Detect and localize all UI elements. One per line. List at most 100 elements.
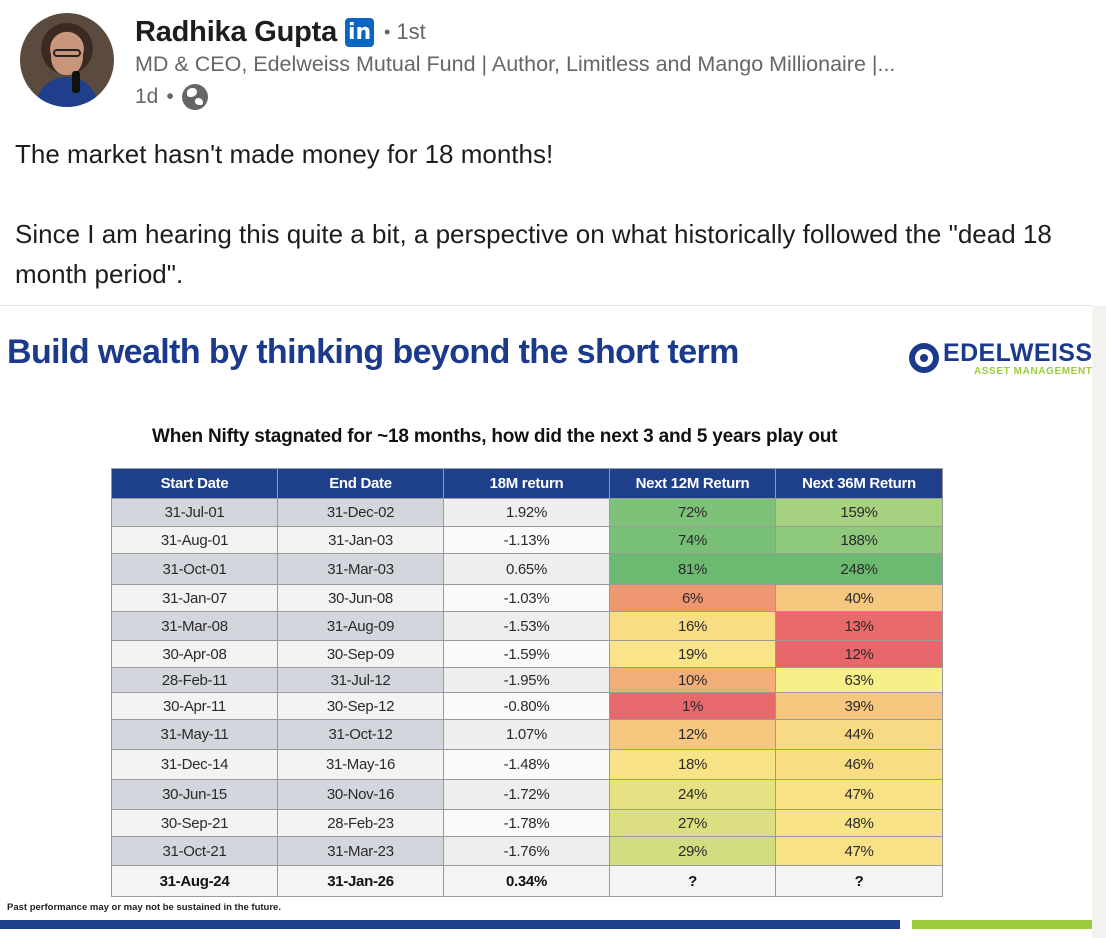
post-time[interactable]: 1d [135,85,159,108]
post-image[interactable]: Build wealth by thinking beyond the shor… [0,305,1106,938]
returns-table: Start Date End Date 18M return Next 12M … [111,468,943,897]
author-name[interactable]: Radhika Gupta [135,15,338,48]
header-start-date: Start Date [111,468,278,499]
next-12m-cell: 27% [609,809,776,837]
separator-dot: • [384,21,391,42]
end-date-cell: 28-Feb-23 [277,809,444,837]
start-date-cell: 30-Sep-21 [111,809,278,837]
footer-bar-green [912,920,1092,929]
post-text-line-2: Since I am hearing this quite a bit, a p… [15,219,1052,289]
author-avatar[interactable] [20,13,114,107]
next-12m-cell: 16% [609,611,776,641]
start-date-cell: 31-Dec-14 [111,749,278,780]
start-date-cell: 30-Apr-08 [111,640,278,668]
slide-title: Build wealth by thinking beyond the shor… [7,333,739,371]
next-12m-cell: 18% [609,749,776,780]
header-next-36m-return: Next 36M Return [775,468,943,499]
table-row: 31-Jan-07 30-Jun-08 -1.03% 6% 40% [111,584,943,612]
next-12m-cell: 24% [609,779,776,810]
next-12m-cell: 81% [609,553,776,585]
table-row: 31-Mar-08 31-Aug-09 -1.53% 16% 13% [111,611,943,641]
table-row: 31-Dec-14 31-May-16 -1.48% 18% 46% [111,749,943,780]
header-18m-return: 18M return [443,468,610,499]
table-row: 31-Oct-21 31-Mar-23 -1.76% 29% 47% [111,836,943,866]
author-line: Radhika Gupta in • 1st [135,14,426,50]
next-36m-cell: 47% [775,779,943,810]
18m-return-cell: -0.80% [443,692,610,720]
18m-return-cell: -1.48% [443,749,610,780]
end-date-cell: 31-Mar-23 [277,836,444,866]
end-date-cell: 31-Mar-03 [277,553,444,585]
end-date-cell: 31-Oct-12 [277,719,444,750]
header-next-12m-return: Next 12M Return [609,468,776,499]
18m-return-cell: -1.72% [443,779,610,810]
next-12m-cell: ? [609,865,776,897]
next-36m-cell: 63% [775,667,943,693]
avatar-mic [72,71,80,93]
table-row: 30-Apr-11 30-Sep-12 -0.80% 1% 39% [111,692,943,720]
table-row: 31-May-11 31-Oct-12 1.07% 12% 44% [111,719,943,750]
end-date-cell: 30-Sep-12 [277,692,444,720]
brand-name: EDELWEISS [943,339,1093,367]
separator-dot: • [166,85,174,108]
18m-return-cell: -1.53% [443,611,610,641]
end-date-cell: 31-Jul-12 [277,667,444,693]
next-36m-cell: 47% [775,836,943,866]
table-row: 31-Jul-01 31-Dec-02 1.92% 72% 159% [111,498,943,527]
next-36m-cell: 46% [775,749,943,780]
footer-bar-blue [0,920,900,929]
end-date-cell: 31-Jan-26 [277,865,444,897]
brand-text: EDELWEISS ASSET MANAGEMENT [943,340,1092,378]
end-date-cell: 31-Dec-02 [277,498,444,527]
next-36m-cell: 159% [775,498,943,527]
edelweiss-logo: EDELWEISS ASSET MANAGEMENT [909,340,1092,378]
table-row: 30-Jun-15 30-Nov-16 -1.72% 24% 47% [111,779,943,810]
18m-return-cell: 1.07% [443,719,610,750]
post-text-line-1: The market hasn't made money for 18 mont… [15,139,554,169]
18m-return-cell: -1.13% [443,526,610,554]
start-date-cell: 31-Mar-08 [111,611,278,641]
post-text: The market hasn't made money for 18 mont… [15,134,1085,294]
next-12m-cell: 1% [609,692,776,720]
end-date-cell: 30-Jun-08 [277,584,444,612]
author-headline[interactable]: MD & CEO, Edelweiss Mutual Fund | Author… [135,52,896,76]
connection-degree: 1st [396,19,426,44]
start-date-cell: 31-Aug-24 [111,865,278,897]
next-36m-cell: 48% [775,809,943,837]
brand-subtitle: ASSET MANAGEMENT [973,366,1093,377]
table-row: 31-Oct-01 31-Mar-03 0.65% 81% 248% [111,553,943,585]
end-date-cell: 31-May-16 [277,749,444,780]
start-date-cell: 30-Apr-11 [111,692,278,720]
end-date-cell: 30-Nov-16 [277,779,444,810]
next-12m-cell: 10% [609,667,776,693]
18m-return-cell: -1.76% [443,836,610,866]
post-meta: 1d • [135,84,208,110]
next-36m-cell: 188% [775,526,943,554]
avatar-glasses [53,49,81,57]
18m-return-cell: -1.78% [443,809,610,837]
next-36m-cell: 40% [775,584,943,612]
start-date-cell: 31-Aug-01 [111,526,278,554]
avatar-shirt [36,77,98,107]
start-date-cell: 28-Feb-11 [111,667,278,693]
next-12m-cell: 72% [609,498,776,527]
start-date-cell: 30-Jun-15 [111,779,278,810]
next-36m-cell: ? [775,865,943,897]
post-header: Radhika Gupta in • 1st MD & CEO, Edelwei… [0,0,1106,120]
table-header-row: Start Date End Date 18M return Next 12M … [111,468,943,499]
table-caption: When Nifty stagnated for ~18 months, how… [152,426,838,447]
table-row: 28-Feb-11 31-Jul-12 -1.95% 10% 63% [111,667,943,693]
footnote-disclaimer: Past performance may or may not be susta… [7,902,281,913]
table-row: 30-Apr-08 30-Sep-09 -1.59% 19% 12% [111,640,943,668]
linkedin-icon: in [345,17,375,47]
end-date-cell: 31-Jan-03 [277,526,444,554]
next-12m-cell: 29% [609,836,776,866]
18m-return-cell: 0.34% [443,865,610,897]
start-date-cell: 31-May-11 [111,719,278,750]
18m-return-cell: 0.65% [443,553,610,585]
18m-return-cell: -1.59% [443,640,610,668]
18m-return-cell: -1.03% [443,584,610,612]
next-36m-cell: 13% [775,611,943,641]
start-date-cell: 31-Jan-07 [111,584,278,612]
table-row: 30-Sep-21 28-Feb-23 -1.78% 27% 48% [111,809,943,837]
